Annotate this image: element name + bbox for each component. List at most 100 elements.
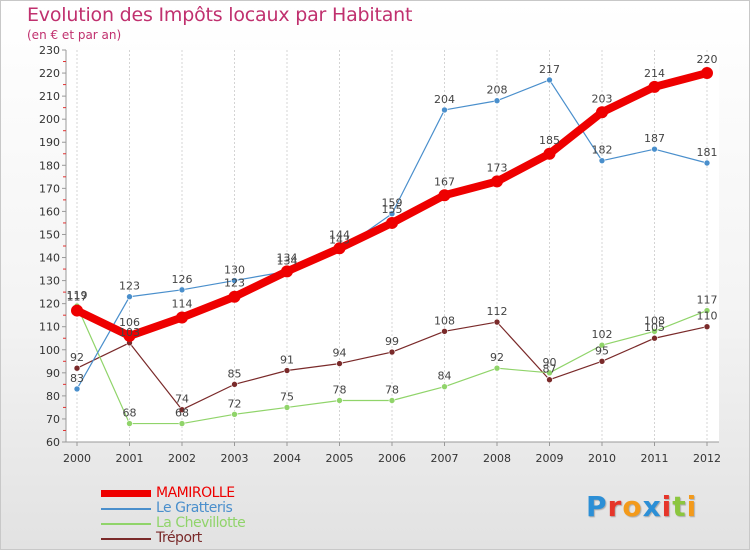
data-label: 92 [70, 351, 84, 364]
data-label: 84 [438, 370, 452, 383]
data-point [546, 76, 553, 84]
legend-swatch [101, 537, 151, 540]
proxiti-logo: Proxiti [586, 490, 697, 523]
x-tick-label: 2011 [641, 452, 669, 465]
y-tick-label: 130 [39, 275, 60, 288]
data-label: 182 [592, 144, 613, 157]
data-point [651, 328, 658, 335]
data-point [71, 304, 83, 317]
x-tick-label: 2006 [378, 452, 406, 465]
x-tick-label: 2001 [116, 452, 144, 465]
data-point [651, 145, 658, 153]
x-tick-label: 2003 [221, 452, 249, 465]
data-point [648, 80, 661, 93]
data-point [386, 216, 398, 229]
data-label: 87 [543, 363, 557, 376]
y-tick-label: 120 [39, 298, 60, 311]
data-label: 68 [175, 407, 189, 420]
data-point [491, 175, 503, 188]
data-label: 94 [333, 347, 347, 360]
x-tick-label: 2005 [326, 452, 354, 465]
data-label: 144 [329, 228, 350, 241]
data-point [178, 406, 186, 414]
data-point [703, 159, 711, 167]
data-point [231, 277, 238, 284]
data-label: 78 [385, 383, 399, 396]
y-tick-label: 60 [46, 436, 60, 449]
data-point [176, 311, 188, 324]
data-point [126, 293, 133, 301]
data-point [441, 383, 448, 390]
data-point [73, 385, 81, 393]
logo-letter: i [686, 490, 698, 523]
data-label: 114 [172, 297, 193, 310]
data-point [123, 329, 136, 342]
legend-label: La Chevillotte [156, 515, 246, 531]
y-tick-label: 70 [46, 413, 60, 426]
data-point [388, 348, 396, 356]
data-point [546, 369, 553, 377]
data-label: 112 [487, 305, 508, 318]
data-point [231, 381, 238, 388]
data-point [546, 376, 553, 384]
x-tick-label: 2008 [483, 452, 511, 465]
x-tick-label: 2002 [168, 452, 196, 465]
data-point [493, 97, 501, 105]
data-point [336, 397, 343, 404]
y-tick-label: 100 [39, 344, 60, 357]
data-point [493, 364, 501, 372]
data-label: 203 [592, 92, 613, 105]
data-point [126, 420, 133, 427]
logo-letter: x [642, 490, 662, 523]
data-label: 108 [434, 314, 455, 327]
data-point [336, 360, 343, 367]
data-label: 75 [280, 390, 294, 403]
logo-letter: i [661, 490, 673, 523]
data-point [703, 323, 711, 331]
data-label: 117 [697, 294, 718, 307]
data-label: 83 [70, 372, 84, 385]
data-label: 90 [543, 356, 557, 369]
data-label: 181 [697, 146, 718, 159]
x-tick-label: 2004 [273, 452, 301, 465]
data-point [438, 189, 451, 202]
data-point [73, 364, 81, 372]
data-label: 106 [119, 316, 140, 329]
logo-letter: r [607, 490, 623, 523]
data-point [493, 318, 501, 326]
x-tick-label: 2000 [63, 452, 91, 465]
data-point [703, 307, 711, 314]
y-tick-label: 140 [39, 252, 60, 265]
legend-item: Le Gratteris [101, 501, 245, 516]
data-point [543, 147, 556, 160]
y-tick-label: 230 [39, 44, 60, 57]
data-label: 102 [592, 328, 613, 341]
logo-letter: t [672, 490, 687, 523]
data-label: 117 [67, 291, 88, 304]
chart-subtitle: (en € et par an) [27, 28, 122, 42]
data-label: 68 [123, 407, 137, 420]
legend-label: Tréport [156, 530, 202, 546]
legend-item: La Chevillotte [101, 515, 246, 531]
data-label: 91 [280, 354, 294, 367]
y-tick-label: 200 [39, 113, 60, 126]
data-point [283, 404, 291, 411]
data-label: 185 [539, 134, 560, 147]
data-label: 214 [644, 67, 665, 80]
data-point [283, 367, 291, 374]
data-label: 92 [490, 351, 504, 364]
legend-item: Tréport [101, 531, 245, 546]
x-tick-label: 2009 [536, 452, 564, 465]
data-label: 143 [329, 234, 350, 247]
y-tick-label: 210 [39, 90, 60, 103]
data-point [388, 210, 396, 218]
data-point [281, 265, 293, 278]
y-tick-label: 220 [39, 67, 60, 80]
data-point [228, 290, 241, 303]
data-point [651, 334, 658, 342]
data-label: 217 [539, 63, 560, 76]
data-label: 99 [385, 335, 399, 348]
chart-legend: MAMIROLLE Le Gratteris La Chevillotte Trépo… [101, 486, 246, 546]
data-label: 208 [487, 84, 508, 97]
